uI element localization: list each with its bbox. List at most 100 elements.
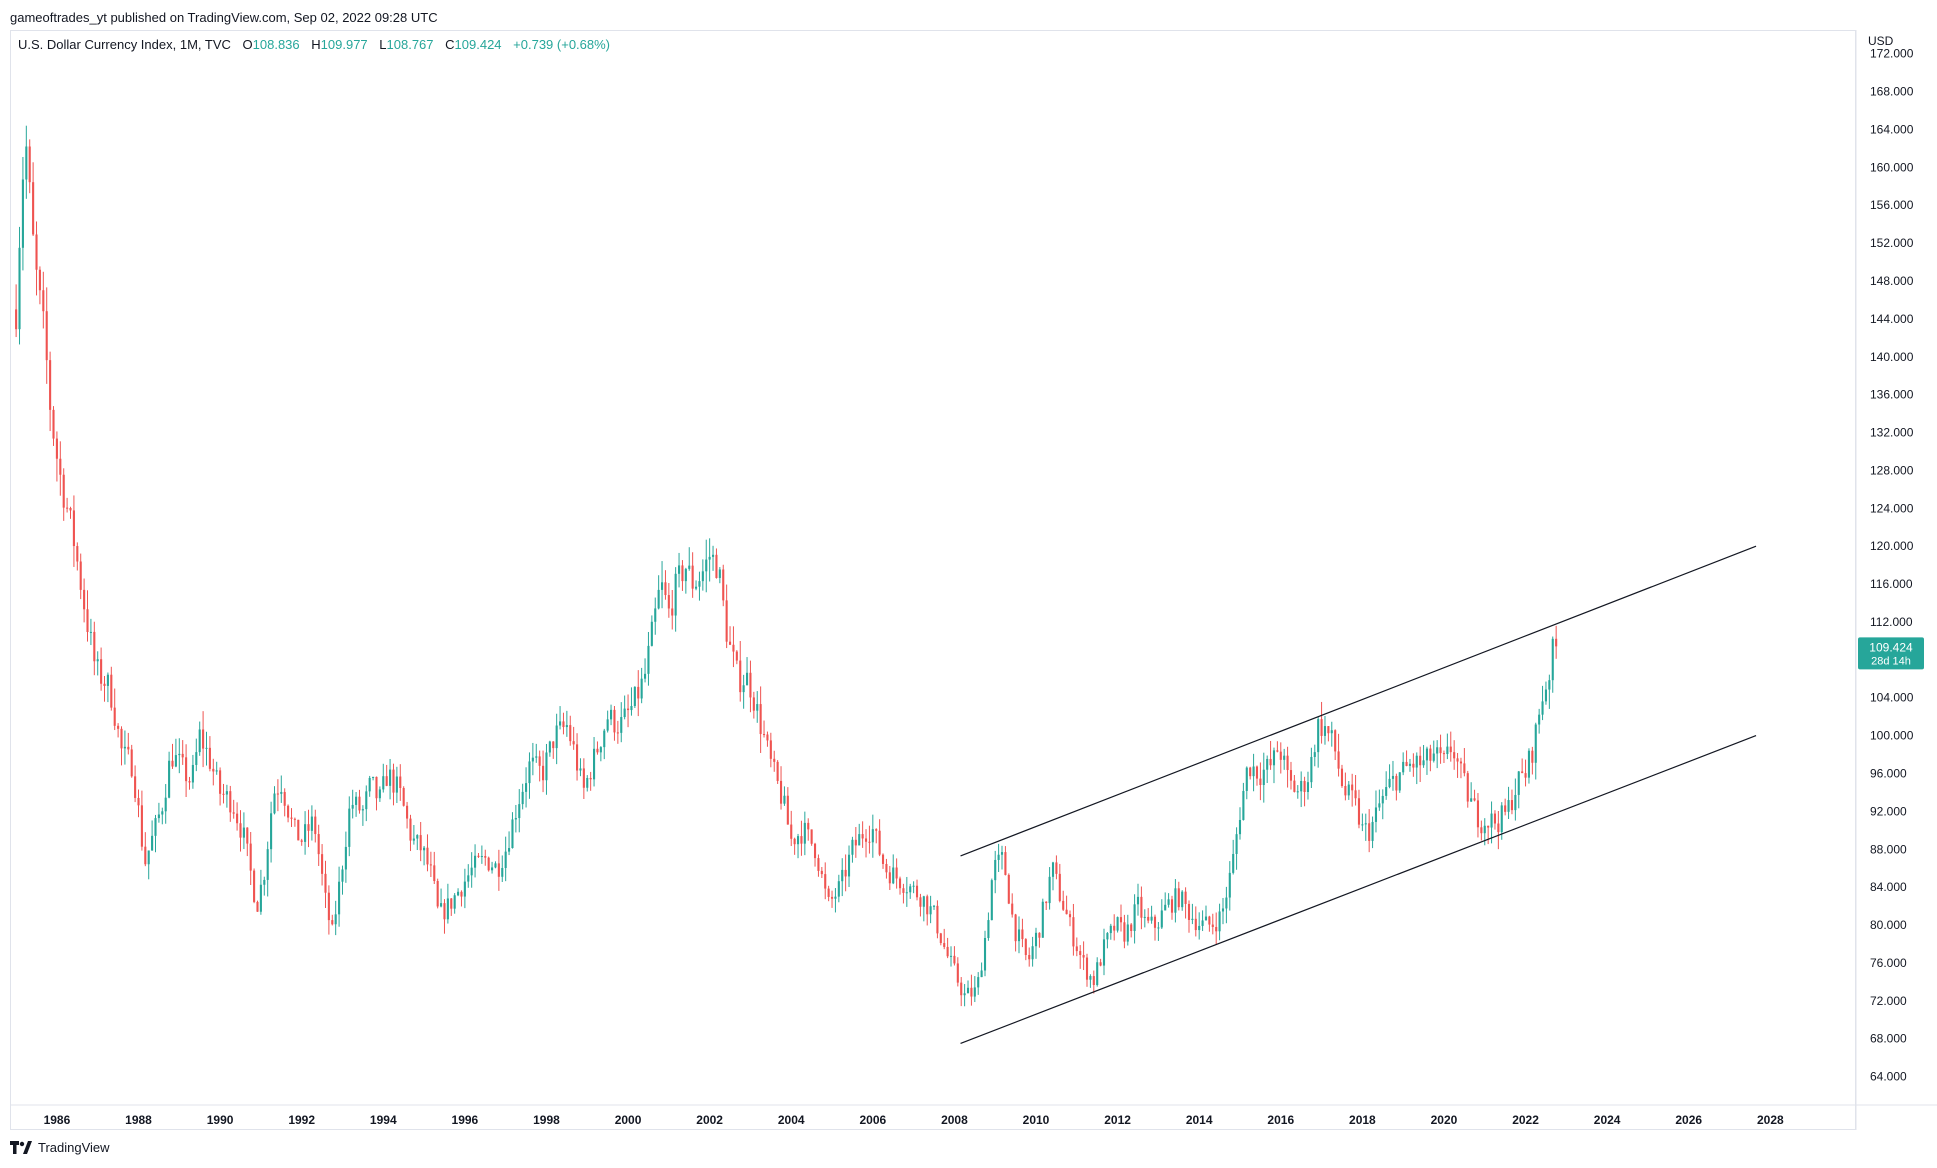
candle-body xyxy=(1517,771,1520,795)
footer-brand[interactable]: TradingView xyxy=(38,1140,110,1155)
candle-body xyxy=(491,867,494,871)
y-tick-label: 128.000 xyxy=(1870,463,1914,477)
candle-body xyxy=(270,813,273,850)
candle-body xyxy=(1085,957,1089,980)
y-tick-label: 100.000 xyxy=(1870,729,1914,743)
candle-body xyxy=(1480,827,1483,834)
candle-body xyxy=(664,582,667,596)
candle-body xyxy=(1289,770,1293,781)
candle-body xyxy=(1082,954,1085,958)
candle-body xyxy=(1051,862,1055,877)
candle-body xyxy=(1510,800,1514,811)
x-tick-label: 1998 xyxy=(533,1113,560,1127)
y-tick-label: 136.000 xyxy=(1870,388,1914,402)
candle-body xyxy=(423,847,426,851)
candle-body xyxy=(1062,900,1065,910)
candle-body xyxy=(232,812,235,814)
candle-body xyxy=(1164,904,1167,911)
candle-body xyxy=(55,438,58,459)
candle-body xyxy=(579,768,582,771)
candle-body xyxy=(1300,780,1303,792)
candle-body xyxy=(236,813,239,824)
candle-body xyxy=(66,507,69,509)
candle-body xyxy=(1157,927,1160,929)
candle-body xyxy=(796,836,800,845)
candle-body xyxy=(1551,638,1554,681)
candle-body xyxy=(932,905,936,907)
candle-body xyxy=(470,867,473,876)
x-tick-label: 2024 xyxy=(1594,1113,1621,1127)
candle-body xyxy=(1463,763,1466,774)
candle-body xyxy=(1228,872,1231,898)
candle-body xyxy=(100,659,103,684)
candle-body xyxy=(956,963,959,983)
candle-body xyxy=(1126,924,1129,942)
symbol-title[interactable]: U.S. Dollar Currency Index, 1M, TVC xyxy=(18,37,231,52)
candle-body xyxy=(440,903,443,907)
candle-body xyxy=(409,818,412,841)
candle-body xyxy=(1092,976,1095,986)
candle-body xyxy=(1323,726,1327,736)
candle-body xyxy=(365,791,368,810)
candle-body xyxy=(1548,680,1551,690)
candle-body xyxy=(671,608,674,616)
y-tick-label: 132.000 xyxy=(1870,426,1914,440)
candle-body xyxy=(1412,763,1415,768)
candle-body xyxy=(433,865,436,882)
y-tick-label: 116.000 xyxy=(1870,577,1913,591)
candle-body xyxy=(1143,916,1146,918)
y-tick-label: 92.000 xyxy=(1870,804,1907,818)
candle-body xyxy=(21,179,24,248)
candle-body xyxy=(382,776,385,790)
close-label: C xyxy=(445,37,455,52)
x-tick-label: 1990 xyxy=(207,1113,234,1127)
candle-body xyxy=(1283,755,1286,760)
candle-body xyxy=(667,595,670,609)
candle-body xyxy=(1269,758,1272,766)
candle-body xyxy=(378,789,381,799)
candle-body xyxy=(1446,746,1449,755)
candle-body xyxy=(1453,752,1456,759)
candle-body xyxy=(640,678,643,699)
y-tick-label: 64.000 xyxy=(1870,1070,1907,1084)
candle-body xyxy=(293,818,296,820)
candle-body xyxy=(1167,899,1170,905)
candle-body xyxy=(694,586,698,589)
candle-body xyxy=(123,746,126,749)
candle-body xyxy=(830,896,834,899)
candle-body xyxy=(120,728,123,749)
candle-body xyxy=(1344,786,1347,796)
candle-body xyxy=(1259,778,1262,786)
candle-body xyxy=(395,776,398,793)
candle-body xyxy=(565,725,568,728)
candle-body xyxy=(1038,932,1041,938)
candle-body xyxy=(1109,925,1112,934)
candle-body xyxy=(1255,766,1259,779)
candle-body xyxy=(684,568,687,582)
candle-body xyxy=(239,823,242,838)
candle-body xyxy=(1473,798,1476,801)
candle-body xyxy=(1504,805,1507,812)
candle-body xyxy=(280,791,283,794)
y-tick-label: 112.000 xyxy=(1870,615,1913,629)
candle-body xyxy=(885,863,888,873)
candle-body xyxy=(1296,791,1299,793)
candle-body xyxy=(1014,914,1017,942)
candle-body xyxy=(854,839,857,846)
candle-body xyxy=(429,864,432,866)
candle-body xyxy=(317,834,320,855)
candle-body xyxy=(331,920,334,925)
candle-body xyxy=(735,651,738,661)
candle-body xyxy=(773,758,776,762)
candle-body xyxy=(480,856,483,858)
candle-body xyxy=(691,565,694,589)
x-tick-label: 2018 xyxy=(1349,1113,1376,1127)
high-value: 109.977 xyxy=(320,37,368,52)
candle-body xyxy=(1459,761,1463,764)
candle-body xyxy=(134,776,137,798)
candle-body xyxy=(538,756,541,766)
candle-body xyxy=(1490,813,1493,828)
candle-body xyxy=(361,809,364,811)
candle-body xyxy=(1327,726,1330,734)
